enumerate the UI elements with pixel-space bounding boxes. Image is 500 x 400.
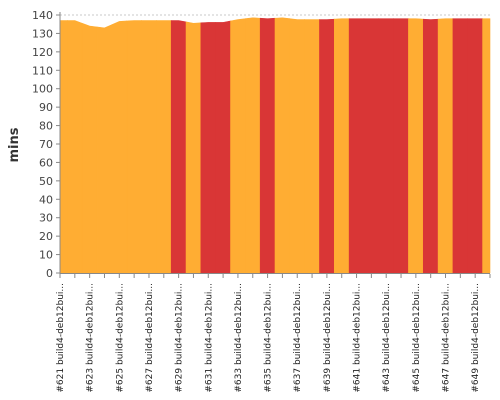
x-tick-label: #629 build4-deb12bui... [175, 283, 185, 393]
y-tick-label: 30 [39, 212, 53, 225]
x-tick-label: #635 build4-deb12bui... [264, 283, 274, 393]
y-axis-ticks: 0 10 20 30 40 50 60 70 80 90 100 110 120 130 140 [32, 9, 60, 280]
build-segment-639 [319, 18, 335, 274]
y-tick-label: 130 [32, 27, 53, 40]
build-segment-632 [215, 20, 231, 274]
build-segment-631 [200, 22, 216, 274]
build-segment-650 [482, 18, 491, 274]
build-segment-621 [59, 20, 68, 274]
build-segment-625 [111, 20, 128, 274]
build-segment-646 [422, 18, 439, 274]
x-tick-label: #625 build4-deb12bui... [115, 283, 125, 393]
x-tick-label: #621 build4-deb12bui... [56, 283, 66, 393]
y-tick-label: 60 [39, 156, 53, 169]
build-segment-643 [378, 18, 394, 274]
build-segment-645 [408, 18, 424, 274]
build-segment-629 [170, 20, 187, 274]
build-segment-641 [348, 18, 365, 274]
y-tick-label: 20 [39, 230, 53, 243]
y-tick-label: 0 [46, 267, 53, 280]
x-tick-label: #633 build4-deb12bui... [234, 283, 244, 393]
build-segment-626 [126, 20, 142, 274]
y-tick-label: 40 [39, 193, 53, 206]
y-tick-label: 100 [32, 83, 53, 96]
x-tick-label: #627 build4-deb12bui... [145, 283, 155, 393]
y-tick-label: 10 [39, 249, 53, 262]
x-axis-ticks: #621 build4-deb12bui... #623 build4-deb12… [56, 274, 491, 393]
build-segment-642 [363, 18, 380, 274]
y-tick-label: 50 [39, 175, 53, 188]
build-segment-647 [437, 18, 454, 274]
x-tick-label: #639 build4-deb12bui... [323, 283, 333, 393]
x-tick-label: #637 build4-deb12bui... [293, 283, 303, 393]
build-segment-636 [274, 17, 291, 274]
y-tick-label: 140 [32, 9, 53, 22]
x-tick-label: #641 build4-deb12bui... [353, 283, 363, 393]
build-segment-638 [304, 19, 320, 274]
y-tick-label: 110 [32, 64, 53, 77]
x-tick-label: #649 build4-deb12bui... [471, 283, 481, 393]
y-tick-label: 80 [39, 120, 53, 133]
build-segment-627 [141, 20, 157, 274]
build-segment-622 [67, 20, 83, 274]
build-segment-633 [230, 18, 246, 274]
axes [59, 12, 490, 274]
x-tick-label: #645 build4-deb12bui... [412, 283, 422, 393]
build-segment-623 [81, 22, 98, 274]
x-tick-label: #623 build4-deb12bui... [86, 283, 96, 393]
x-tick-label: #647 build4-deb12bui... [442, 283, 452, 393]
x-tick-label: #631 build4-deb12bui... [204, 283, 214, 393]
y-tick-label: 70 [39, 138, 53, 151]
build-segment-634 [245, 17, 261, 274]
x-tick-label: #643 build4-deb12bui... [382, 283, 392, 393]
build-segment-640 [334, 18, 350, 274]
y-tick-label: 120 [32, 46, 53, 59]
duration-area [59, 17, 491, 274]
build-segment-644 [393, 18, 409, 274]
y-axis-label: mins [7, 127, 22, 162]
build-segment-648 [452, 18, 469, 274]
y-tick-label: 90 [39, 101, 53, 114]
build-segment-624 [96, 24, 113, 274]
build-segment-628 [156, 20, 172, 274]
build-segment-630 [185, 21, 202, 274]
build-segment-649 [467, 18, 483, 274]
build-segment-635 [259, 17, 276, 274]
build-segment-637 [289, 18, 305, 274]
